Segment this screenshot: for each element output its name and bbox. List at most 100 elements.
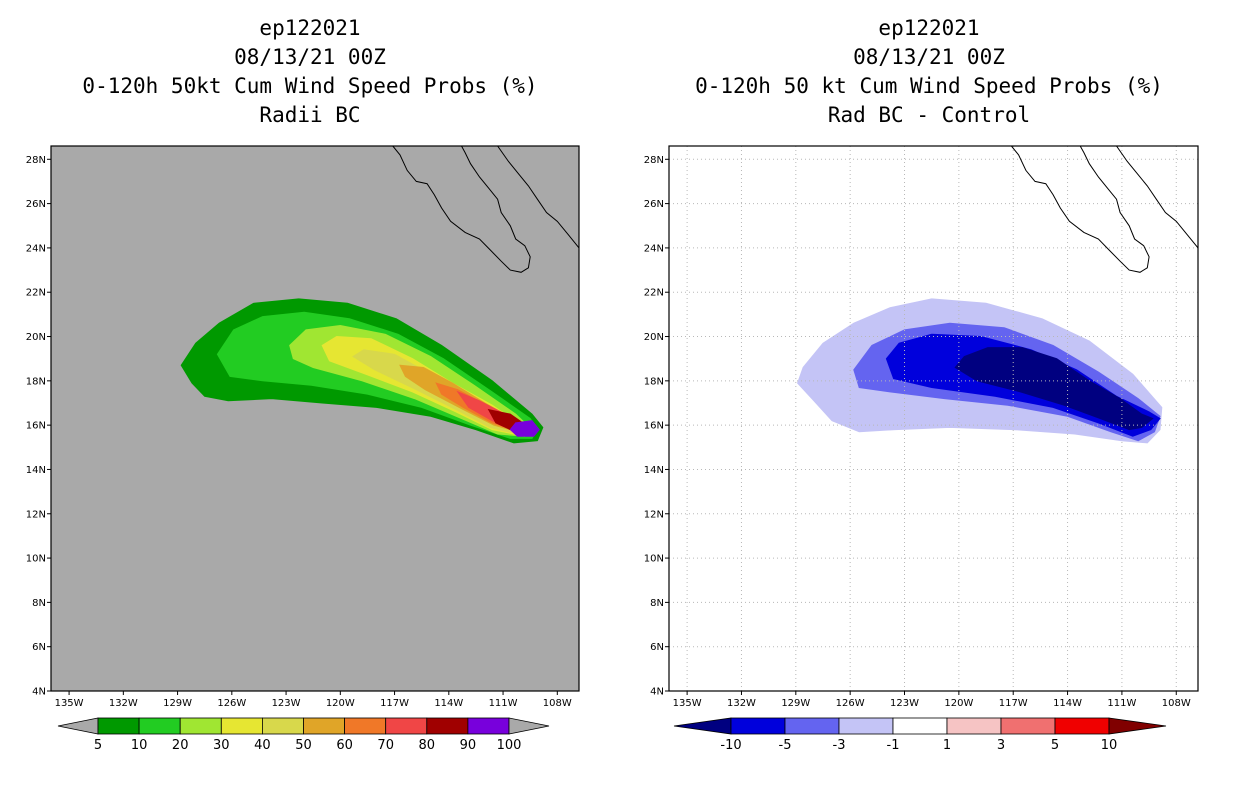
right-y-tick-label-7: 18N — [644, 376, 664, 387]
right-y-tick-label-0: 4N — [650, 687, 664, 698]
left-x-tick-label-1: 132W — [109, 698, 138, 709]
left-colorbar-label-0: 5 — [94, 738, 102, 753]
right-colorbar-label-2: -3 — [833, 738, 846, 753]
left-colorbar-swatch-5 — [303, 717, 345, 735]
right-coastline-1 — [1116, 146, 1198, 249]
right-x-tick-label-4: 123W — [890, 698, 919, 709]
left-colorbar-swatch-7 — [385, 717, 428, 735]
right-contour-m10 — [954, 347, 1154, 431]
left-colorbar-label-6: 60 — [336, 738, 353, 753]
right-y-tick-label-8: 20N — [644, 332, 664, 343]
left-title-storm-id: ep122021 — [259, 16, 361, 40]
right-y-tick-label-2: 8N — [650, 598, 664, 609]
left-colorbar-label-7: 70 — [377, 738, 394, 753]
left-colorbar-label-2: 20 — [172, 738, 189, 753]
right-colorbar-label-3: -1 — [887, 738, 900, 753]
right-colorbar-label-4: 1 — [943, 738, 951, 753]
left-y-tick-label-12: 28N — [26, 155, 46, 166]
right-x-tick-label-9: 108W — [1162, 698, 1191, 709]
left-colorbar-label-9: 90 — [460, 738, 477, 753]
right-y-tick-label-6: 16N — [644, 421, 664, 432]
left-contour-90 — [509, 420, 540, 437]
left-y-tick-label-1: 6N — [32, 642, 46, 653]
left-y-tick-label-4: 12N — [26, 509, 46, 520]
left-coastline-1 — [497, 146, 579, 249]
right-x-tick-label-5: 120W — [944, 698, 973, 709]
left-colorbar-label-4: 40 — [254, 738, 271, 753]
right-colorbar-label-1: -5 — [779, 738, 792, 753]
left-panel-title: ep122021 08/13/21 00Z 0-120h 50kt Cum Wi… — [40, 14, 580, 130]
right-y-tick-label-10: 24N — [644, 243, 664, 254]
right-plot-frame — [668, 145, 1199, 692]
right-title-product: 0-120h 50 kt Cum Wind Speed Probs (%) — [695, 74, 1163, 98]
right-x-tick-label-6: 117W — [999, 698, 1028, 709]
left-colorbar-swatch-4 — [261, 717, 304, 735]
left-title-date: 08/13/21 00Z — [234, 45, 386, 69]
left-y-tick-label-11: 26N — [26, 199, 46, 210]
right-x-tick-label-7: 114W — [1053, 698, 1082, 709]
left-y-tick-label-0: 4N — [32, 687, 46, 698]
right-x-tick-label-2: 129W — [781, 698, 810, 709]
left-colorbar-label-10: 100 — [497, 738, 522, 753]
right-colorbar-swatch-6 — [1054, 717, 1110, 735]
left-y-tick-label-10: 24N — [26, 243, 46, 254]
right-x-tick-label-0: 135W — [673, 698, 702, 709]
right-colorbar-under-wedge — [673, 717, 732, 735]
right-panel-title: ep122021 08/13/21 00Z 0-120h 50 kt Cum W… — [659, 14, 1199, 130]
right-colorbar-swatch-2 — [838, 717, 894, 735]
right-x-tick-label-1: 132W — [727, 698, 756, 709]
right-colorbar-label-5: 3 — [997, 738, 1005, 753]
left-colorbar-swatch-0 — [97, 717, 140, 735]
right-title-date: 08/13/21 00Z — [853, 45, 1005, 69]
left-x-tick-label-4: 123W — [272, 698, 301, 709]
left-colorbar-over-wedge — [508, 717, 550, 735]
right-plot-area — [669, 146, 1198, 691]
left-map-panel: 135W 132W 129W 126W 123W 120W 117W 114W 111W 108W… — [26, 145, 580, 753]
right-colorbar-label-6: 5 — [1051, 738, 1059, 753]
left-x-tick-label-0: 135W — [55, 698, 84, 709]
left-x-tick-label-5: 120W — [326, 698, 355, 709]
left-y-tick-label-3: 10N — [26, 554, 46, 565]
left-colorbar-label-3: 30 — [213, 738, 230, 753]
right-map-panel: 135W 132W 129W 126W 123W 120W 117W 114W 111W 108W… — [644, 145, 1199, 753]
left-y-tick-label-6: 16N — [26, 421, 46, 432]
right-colorbar-swatch-0 — [730, 717, 786, 735]
left-colorbar-label-8: 80 — [419, 738, 436, 753]
left-colorbar-swatch-8 — [426, 717, 469, 735]
right-y-tick-label-3: 10N — [644, 554, 664, 565]
left-y-tick-label-2: 8N — [32, 598, 46, 609]
right-y-tick-label-9: 22N — [644, 288, 664, 299]
right-colorbar-swatch-3 — [892, 717, 948, 735]
right-y-tick-label-11: 26N — [644, 199, 664, 210]
left-y-tick-label-9: 22N — [26, 288, 46, 299]
left-x-tick-label-2: 129W — [163, 698, 192, 709]
left-y-tick-label-8: 20N — [26, 332, 46, 343]
left-plot-area — [180, 146, 579, 444]
left-y-tick-label-5: 14N — [26, 465, 46, 476]
left-x-tick-label-7: 114W — [434, 698, 463, 709]
right-y-tick-label-1: 6N — [650, 642, 664, 653]
right-x-tick-label-8: 111W — [1107, 698, 1136, 709]
right-y-tick-label-4: 12N — [644, 509, 664, 520]
right-y-tick-label-12: 28N — [644, 155, 664, 166]
right-colorbar: -10 -5 -3 -1 1 3 5 10 — [673, 717, 1167, 753]
right-colorbar-swatch-4 — [946, 717, 1002, 735]
left-x-tick-label-9: 108W — [543, 698, 572, 709]
left-coastline-0 — [392, 146, 531, 273]
left-colorbar-label-5: 50 — [295, 738, 312, 753]
left-x-tick-label-3: 126W — [217, 698, 246, 709]
left-colorbar-swatch-6 — [344, 717, 387, 735]
right-colorbar-swatch-1 — [784, 717, 840, 735]
right-coastline-0 — [1011, 146, 1150, 273]
left-colorbar: 5 10 20 30 40 50 60 70 80 90 100 — [57, 717, 550, 753]
left-x-tick-label-6: 117W — [380, 698, 409, 709]
left-title-subtitle: Radii BC — [259, 103, 361, 127]
right-colorbar-label-7: 10 — [1101, 738, 1118, 753]
left-y-tick-label-7: 18N — [26, 376, 46, 387]
left-title-product: 0-120h 50kt Cum Wind Speed Probs (%) — [82, 74, 538, 98]
left-plot-frame — [50, 145, 580, 692]
right-title-subtitle: Rad BC - Control — [827, 103, 1031, 127]
right-colorbar-over-wedge — [1108, 717, 1167, 735]
left-colorbar-swatch-1 — [138, 717, 181, 735]
